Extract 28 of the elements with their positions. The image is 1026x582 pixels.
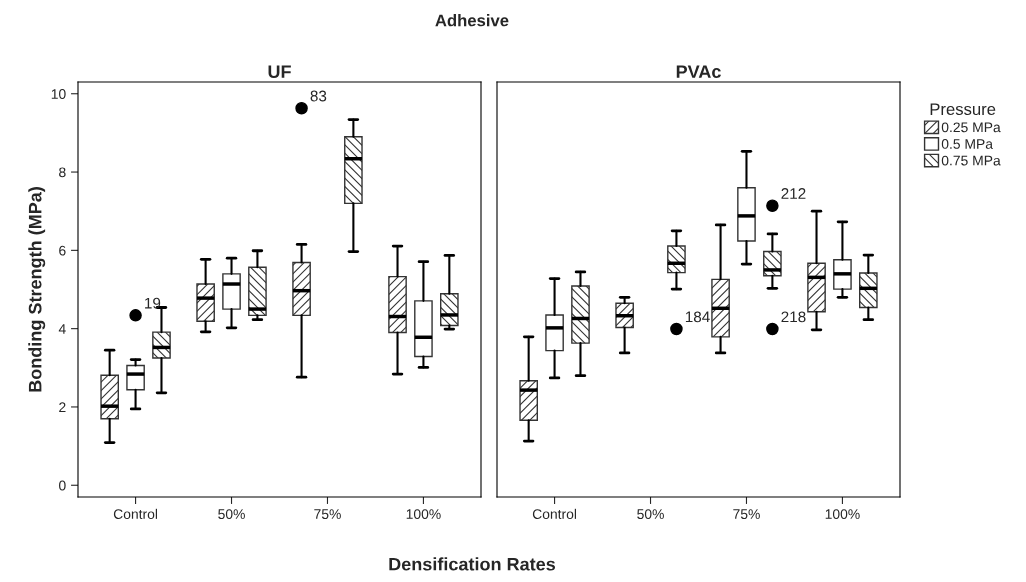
y-tick-label: 6: [59, 245, 66, 256]
y-tick-label: 10: [51, 89, 66, 99]
x-tick-label: 100%: [406, 509, 441, 520]
x-tick-label: 100%: [825, 509, 860, 520]
annotation: 212: [781, 188, 806, 199]
legend-label: 0.5 MPa: [941, 139, 993, 149]
legend-label: 0.25 MPa: [941, 122, 1001, 133]
annotation: 19: [145, 297, 161, 309]
y-tick-label: 4: [58, 324, 66, 334]
legend-label: 0.75 MPa: [941, 155, 1001, 166]
x-tick-label: 75%: [733, 509, 760, 520]
y-axis-title: Bonding Strength (MPa): [28, 187, 46, 392]
annotation: 218: [781, 311, 806, 323]
x-tick-label: Control: [113, 508, 158, 520]
y-tick-label: 8: [59, 167, 66, 178]
text: Adhesive: [435, 14, 509, 27]
x-tick-label: 75%: [314, 509, 341, 520]
chart-title: UF: [268, 65, 291, 79]
x-tick-label: 50%: [637, 509, 664, 520]
x-tick-label: 50%: [218, 509, 245, 520]
x-axis-title: Densification Rates: [389, 557, 556, 571]
x-tick-label: Control: [532, 508, 577, 520]
y-tick-label: 2: [59, 402, 66, 412]
annotation: 184: [685, 311, 710, 323]
legend-title: Pressure: [930, 103, 996, 116]
y-tick-label: 0: [59, 480, 66, 491]
annotation: 83: [310, 90, 327, 102]
chart-title: PVAc: [676, 65, 721, 79]
